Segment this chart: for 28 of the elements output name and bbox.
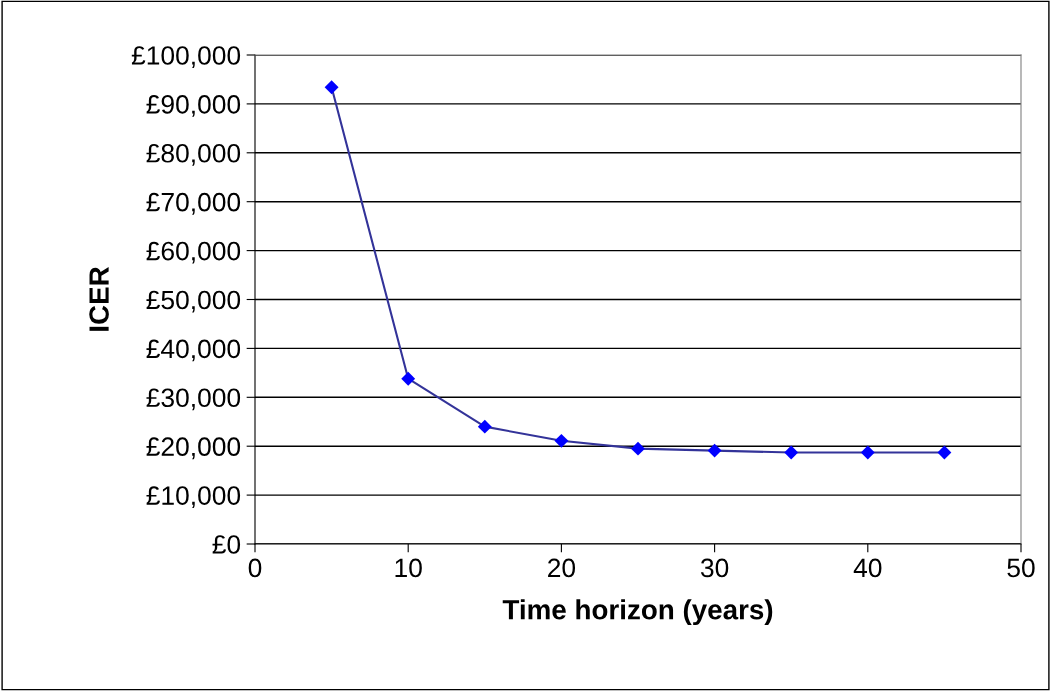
y-tick-label: £0 (212, 535, 241, 554)
y-tick-label: £20,000 (146, 437, 241, 460)
y-tick-label: £40,000 (146, 339, 241, 362)
y-tick-label: £30,000 (146, 388, 241, 411)
point (554, 433, 569, 448)
y-axis-title: ICER (89, 266, 109, 331)
x-tick-label: 0 (248, 558, 262, 578)
x-tick-label: 10 (395, 558, 422, 578)
point (860, 445, 875, 460)
x-axis-title: Time horizon (years) (502, 599, 773, 626)
point (477, 419, 492, 434)
point (707, 443, 722, 458)
point (784, 445, 799, 460)
point (324, 80, 339, 95)
y-tick-label: £80,000 (146, 143, 241, 166)
y-tick-label: £100,000 (131, 46, 241, 68)
point (401, 371, 416, 386)
x-tick-label: 50 (1007, 558, 1035, 578)
y-tick-label: £10,000 (146, 486, 241, 509)
point (631, 441, 645, 456)
y-tick-label: £70,000 (146, 192, 241, 215)
y-tick-label: £60,000 (146, 241, 241, 264)
x-tick-label: 30 (700, 558, 729, 578)
y-tick-label: £50,000 (146, 290, 241, 313)
x-tick-label: 40 (853, 558, 882, 578)
x-tick-label: 20 (548, 558, 576, 578)
point (937, 445, 952, 460)
y-tick-label: £90,000 (146, 95, 241, 117)
